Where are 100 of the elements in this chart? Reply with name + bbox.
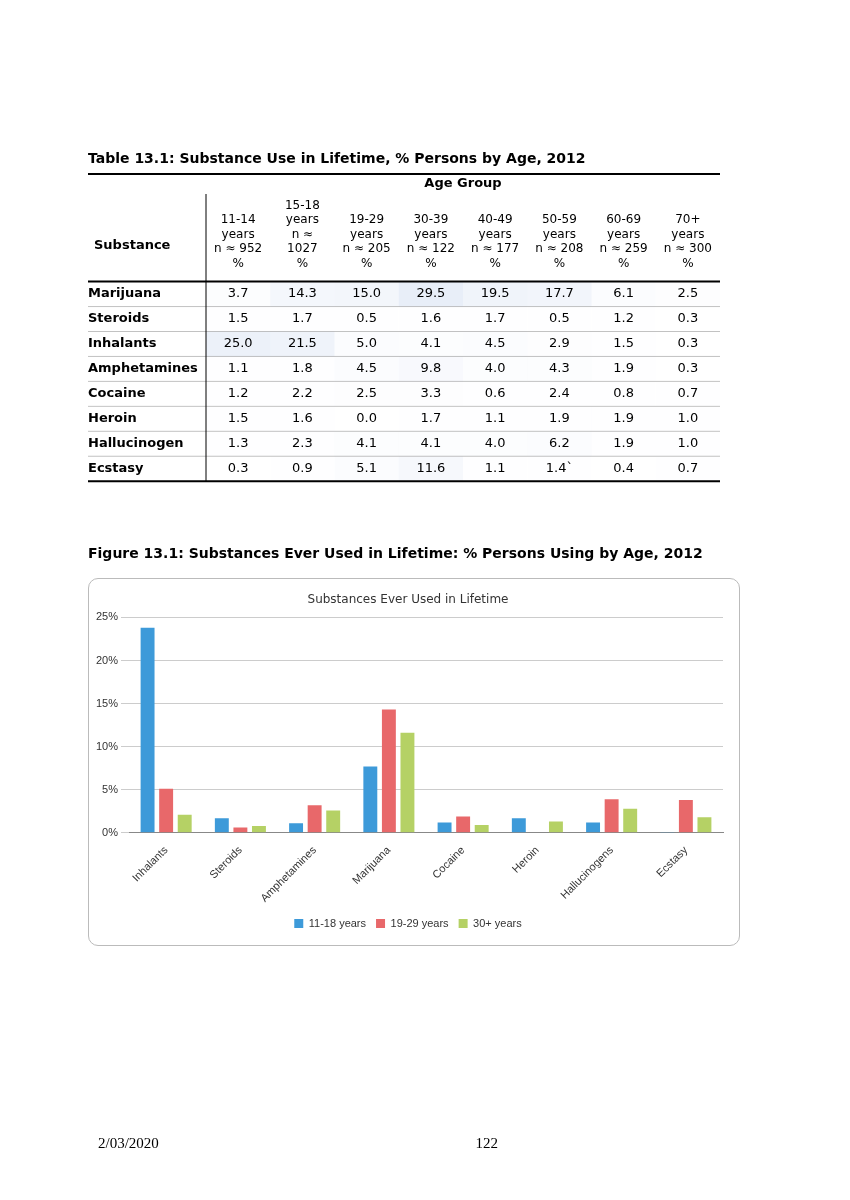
data-label: 0.3 xyxy=(227,460,249,476)
data-label: 2.3 xyxy=(292,435,313,451)
chart-title: Figure 13.1: Substances Ever Used in Lifetime: % Persons Using by Age, 2012 xyxy=(88,545,703,561)
bar xyxy=(400,732,415,833)
data-label: 2.5 xyxy=(677,285,699,301)
data-label: 0.3 xyxy=(677,360,699,376)
legend-label: 11-18 years xyxy=(308,916,367,929)
data-label: 1.4` xyxy=(545,460,573,476)
data-label: 1.0 xyxy=(677,435,699,451)
x-tick-label: 40-49 years n ≈ 177 % xyxy=(471,212,520,270)
y-tick-label: 25% xyxy=(95,610,119,623)
y-tick-label: Steroids xyxy=(88,310,150,326)
data-label: 1.8 xyxy=(292,360,313,376)
data-label: 3.7 xyxy=(227,285,249,301)
data-label: 1.9 xyxy=(613,360,634,376)
data-label: 3.3 xyxy=(420,385,442,401)
data-label: 1.5 xyxy=(613,335,634,351)
bar xyxy=(623,808,638,833)
data-label: 1.7 xyxy=(484,310,506,326)
data-label: 21.5 xyxy=(287,335,317,351)
data-label: 29.5 xyxy=(416,285,446,301)
data-label: 17.7 xyxy=(544,285,574,301)
data-label: 14.3 xyxy=(287,285,317,301)
data-label: 1.5 xyxy=(227,410,249,426)
data-label: 0.8 xyxy=(613,385,634,401)
chart-subtitle: Substances Ever Used in Lifetime xyxy=(307,592,509,607)
data-label: 19.5 xyxy=(480,285,510,301)
bar xyxy=(214,818,229,833)
x-tick-label: 19-29 years n ≈ 205 % xyxy=(342,212,391,270)
data-label: 2.4 xyxy=(549,385,570,401)
data-label: 0.5 xyxy=(356,310,377,326)
bar xyxy=(159,788,174,833)
bar xyxy=(307,805,322,833)
y-tick-label: 15% xyxy=(95,696,119,709)
data-label: 11.6 xyxy=(416,460,446,476)
bar xyxy=(548,821,563,833)
data-label: 4.1 xyxy=(356,435,377,451)
bar xyxy=(251,825,266,833)
data-label: 6.2 xyxy=(549,435,570,451)
legend-label: 19-29 years xyxy=(390,916,450,929)
data-label: 4.3 xyxy=(549,360,570,376)
data-label: 1.9 xyxy=(549,410,570,426)
data-label: 1.3 xyxy=(227,435,249,451)
data-label: 1.2 xyxy=(227,385,249,401)
y-tick-label: Amphetamines xyxy=(88,360,199,376)
data-label: 4.5 xyxy=(356,360,377,376)
bar xyxy=(697,817,712,833)
y-tick-label: Hallucinogen xyxy=(88,435,184,451)
data-label: 0.6 xyxy=(484,385,506,401)
data-label: 0.3 xyxy=(677,310,699,326)
data-label: 1.7 xyxy=(420,410,442,426)
x-tick-label: 60-69 years n ≈ 259 % xyxy=(599,212,648,270)
data-label: 6.1 xyxy=(613,285,634,301)
data-label: 15.0 xyxy=(352,285,382,301)
data-label: 25.0 xyxy=(223,335,253,351)
y-tick-label: Inhalants xyxy=(88,335,157,351)
y-tick-label: 0% xyxy=(102,825,119,838)
data-label: 4.0 xyxy=(484,435,506,451)
bar xyxy=(289,823,304,833)
data-label: 0.5 xyxy=(549,310,570,326)
x-axis-title: Age Group xyxy=(424,175,502,191)
data-label: 1.0 xyxy=(677,410,699,426)
x-tick-label: 50-59 years n ≈ 208 % xyxy=(535,212,584,270)
y-tick-label: Heroin xyxy=(88,410,137,426)
data-label: 1.7 xyxy=(292,310,313,326)
bar xyxy=(456,816,471,833)
data-label: 1.1 xyxy=(484,460,506,476)
y-tick-label: Marijuana xyxy=(88,285,162,301)
data-label: 0.7 xyxy=(677,385,699,401)
bar xyxy=(678,800,693,833)
data-label: 2.9 xyxy=(549,335,570,351)
data-label: 1.6 xyxy=(292,410,313,426)
bar xyxy=(363,766,378,833)
data-label: 4.0 xyxy=(484,360,506,376)
data-label: 2.5 xyxy=(356,385,377,401)
bar xyxy=(140,627,155,833)
x-tick-label: 30-39 years n ≈ 122 % xyxy=(406,212,455,270)
text: 122 xyxy=(475,1135,498,1152)
data-label: 0.3 xyxy=(677,335,699,351)
data-label: 4.5 xyxy=(484,335,506,351)
bar xyxy=(437,822,452,833)
bar xyxy=(326,810,341,833)
data-label: 0.0 xyxy=(356,410,377,426)
y-tick-label: 5% xyxy=(102,782,119,795)
data-label: 0.9 xyxy=(292,460,313,476)
data-label: 9.8 xyxy=(420,360,442,376)
y-axis-title: Substance xyxy=(94,237,171,253)
x-tick-label: 70+ years n ≈ 300 % xyxy=(663,212,712,270)
bar xyxy=(604,799,619,833)
data-label: 1.5 xyxy=(227,310,249,326)
data-label: 4.1 xyxy=(420,335,442,351)
bar xyxy=(586,822,601,833)
data-label: 1.2 xyxy=(613,310,634,326)
data-label: 1.9 xyxy=(613,435,634,451)
y-tick-label: 10% xyxy=(95,739,119,752)
data-label: 1.1 xyxy=(484,410,506,426)
data-label: 1.6 xyxy=(420,310,442,326)
bar xyxy=(381,709,396,833)
chart-title: Table 13.1: Substance Use in Lifetime, % Persons by Age, 2012 xyxy=(88,150,586,166)
x-tick-label: 11-14 years n ≈ 952 % xyxy=(214,212,263,270)
